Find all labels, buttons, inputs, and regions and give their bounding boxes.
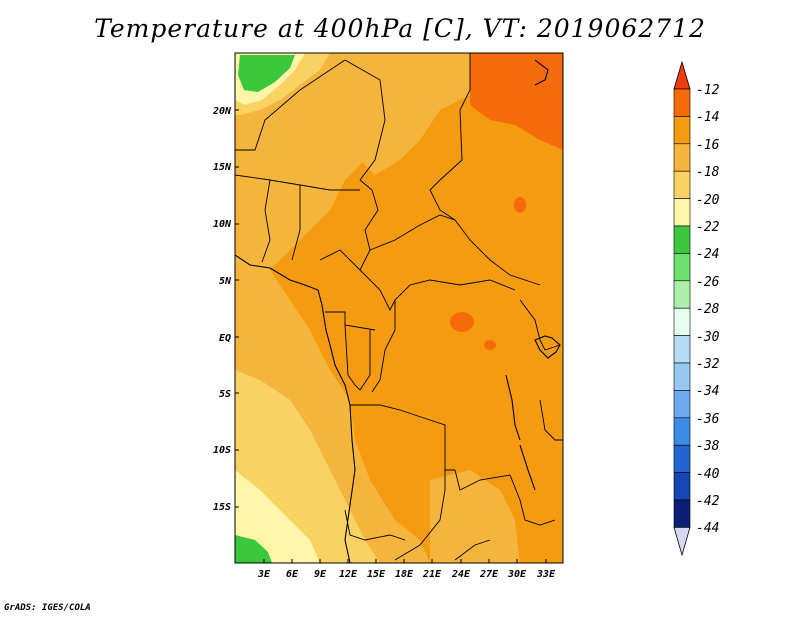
field-band-minus16-north <box>300 53 470 175</box>
chart-title: Temperature at 400hPa [C], VT: 201906271… <box>94 14 706 43</box>
colorbar-label: -38 <box>696 439 720 454</box>
field-patch-minus12-a <box>450 312 474 332</box>
colorbar-label: -22 <box>696 220 720 235</box>
colorbar-swatch <box>673 88 691 117</box>
lon-ticks <box>263 559 547 563</box>
colorbar-label: -42 <box>696 494 720 509</box>
lat-label: 10S <box>213 445 231 456</box>
colorbar-label: -18 <box>696 165 720 180</box>
field-patch-minus12-b <box>514 197 526 213</box>
colorbar-label: -30 <box>696 330 720 345</box>
colorbar <box>673 60 691 557</box>
lat-label: 15N <box>213 162 232 173</box>
lat-label: 5S <box>219 389 231 400</box>
field-band-minus20-south <box>235 470 320 563</box>
colorbar-swatch <box>673 198 691 227</box>
colorbar-swatch <box>673 362 691 391</box>
colorbar-swatch <box>673 170 691 199</box>
colorbar-label: -34 <box>696 384 719 399</box>
lat-ticks <box>235 109 239 508</box>
lon-label: 30E <box>507 569 527 580</box>
lat-label: 5N <box>219 276 232 287</box>
colorbar-swatch <box>673 390 691 419</box>
lon-label: 33E <box>536 569 556 580</box>
field-band-minus16-south <box>430 470 520 563</box>
lat-label: 20N <box>212 106 232 117</box>
colorbar-label: -26 <box>696 275 720 290</box>
field-band-minus24-north <box>238 55 295 92</box>
lon-label: 18E <box>395 569 414 580</box>
colorbar-swatch <box>673 253 691 282</box>
colorbar-label: -32 <box>696 357 720 372</box>
lon-label: 21E <box>422 569 442 580</box>
field-band-minus12-northeast <box>470 53 563 150</box>
colorbar-swatch <box>673 444 691 473</box>
colorbar-label: -36 <box>696 412 720 427</box>
lon-label: 3E <box>257 569 271 580</box>
colorbar-swatch <box>673 472 691 501</box>
colorbar-swatch <box>673 280 691 309</box>
colorbar-swatch <box>673 335 691 364</box>
colorbar-label: -44 <box>696 521 719 536</box>
colorbar-label: -24 <box>696 247 719 262</box>
lat-label: 10N <box>213 219 232 230</box>
lon-label: 27E <box>479 569 499 580</box>
temperature-field <box>235 53 563 563</box>
colorbar-label: -16 <box>696 138 720 153</box>
lon-label: 15E <box>367 569 386 580</box>
colorbar-label: -12 <box>696 83 720 98</box>
colorbar-label: -40 <box>696 467 720 482</box>
field-patch-minus12-c <box>484 340 496 350</box>
colorbar-label: -14 <box>696 110 719 125</box>
colorbar-label: -20 <box>696 193 720 208</box>
credit-text: GrADS: IGES/COLA <box>4 603 91 613</box>
colorbar-swatch <box>673 307 691 336</box>
lon-label: 12E <box>339 569 358 580</box>
colorbar-swatch <box>673 116 691 145</box>
lon-label: 9E <box>314 569 327 580</box>
field-band-minus24-south <box>235 535 272 563</box>
map-frame <box>234 52 564 564</box>
colorbar-bottom-arrow <box>673 527 691 557</box>
lon-label: 6E <box>286 569 299 580</box>
coastlines <box>235 59 561 563</box>
lat-label: EQ <box>219 333 231 344</box>
colorbar-swatch <box>673 143 691 172</box>
colorbar-label: -28 <box>696 302 720 317</box>
colorbar-swatch <box>673 417 691 446</box>
country-borders <box>235 53 563 561</box>
lat-label: 15S <box>213 502 231 513</box>
lon-label: 24E <box>451 569 471 580</box>
colorbar-swatch <box>673 499 691 528</box>
colorbar-top-arrow <box>673 60 691 90</box>
colorbar-swatch <box>673 225 691 254</box>
